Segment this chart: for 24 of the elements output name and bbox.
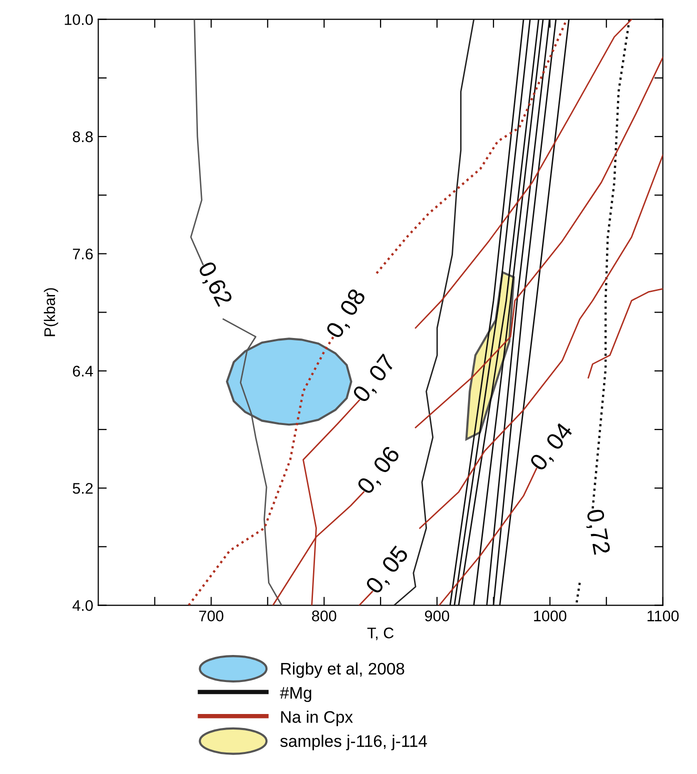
y-tick-label: 5.2 xyxy=(72,482,93,494)
x-tick-label: 800 xyxy=(312,610,336,622)
y-tick-label: 4.0 xyxy=(72,600,93,611)
y-tick-label: 6.4 xyxy=(72,366,93,377)
legend-label: Na in Cpx xyxy=(281,710,353,726)
legend-label: Rigby et al, 2008 xyxy=(281,662,404,678)
legend-label: samples j-116, j-114 xyxy=(280,734,427,750)
y-axis-title: P(kbar) xyxy=(44,288,58,336)
y-tick-label: 10.0 xyxy=(64,14,93,26)
annotation: 0, 08 xyxy=(325,288,368,341)
legend-label: #Mg xyxy=(280,687,312,702)
annotation: 0, 04 xyxy=(528,421,576,474)
annotation: 0,62 xyxy=(195,260,234,308)
x-tick-label: 700 xyxy=(199,610,224,622)
x-axis-title: T, C xyxy=(367,628,394,640)
y-tick-label: 7.6 xyxy=(72,248,93,260)
annotation: 0, 07 xyxy=(352,353,398,406)
x-tick-label: 1100 xyxy=(648,610,679,622)
x-tick-label: 900 xyxy=(424,610,450,622)
y-tick-label: 8.8 xyxy=(72,131,93,142)
annotation: 0, 06 xyxy=(356,445,403,497)
annotation: 0,72 xyxy=(584,508,611,556)
annotation: 0, 05 xyxy=(364,544,412,596)
x-tick-label: 1000 xyxy=(534,610,566,622)
